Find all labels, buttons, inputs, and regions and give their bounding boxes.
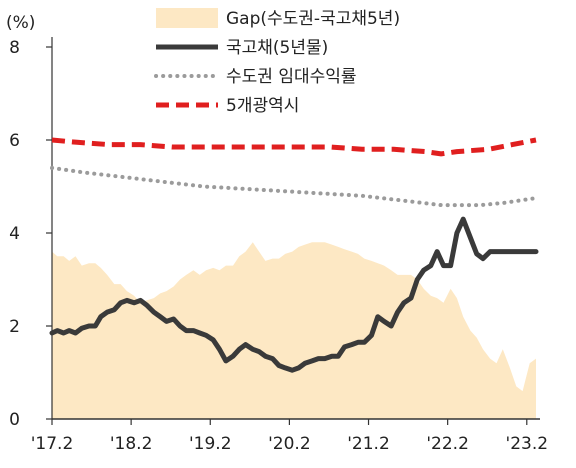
legend-swatch-area	[156, 8, 218, 28]
legend-label: 5개광역시	[226, 96, 299, 116]
series-lines	[49, 137, 539, 373]
legend-label: Gap(수도권-국고채5년)	[226, 9, 400, 29]
series-line-metro-cities	[51, 137, 537, 157]
gap-area-layer	[52, 242, 536, 419]
legend-item: 수도권 임대수익률	[154, 67, 357, 87]
y-unit-label: (%)	[6, 13, 35, 33]
x-tick-label: '18.2	[110, 434, 153, 454]
x-tick-label: '22.2	[426, 434, 469, 454]
y-tick-label: 6	[9, 131, 20, 151]
legend-label: 국고채(5년물)	[226, 38, 328, 58]
y-tick-label: 2	[9, 317, 20, 337]
series-line-bond-5y	[49, 216, 539, 373]
axes: 0 2 4 6 8 '17.2 '18.2 '19.2 '20.2 '21.2 '22.2 '23.2	[9, 37, 548, 454]
legend-label: 수도권 임대수익률	[226, 67, 357, 87]
y-tick-label: 8	[9, 38, 20, 58]
x-tick-label: '20.2	[268, 434, 311, 454]
x-tick-label: '21.2	[347, 434, 390, 454]
legend-item: Gap(수도권-국고채5년)	[156, 8, 400, 29]
y-tick-label: 0	[9, 410, 20, 430]
series-line-capital-yield	[50, 165, 538, 208]
y-tick-label: 4	[9, 224, 20, 244]
x-tick-label: '17.2	[31, 434, 74, 454]
legend: Gap(수도권-국고채5년) 국고채(5년물) 수도권 임대수익률 5개광역시	[154, 8, 400, 116]
legend-item: 5개광역시	[156, 96, 299, 116]
gap-area	[52, 242, 536, 419]
x-tick-label: '19.2	[189, 434, 232, 454]
x-tick-label: '23.2	[506, 434, 549, 454]
legend-item: 국고채(5년물)	[156, 38, 328, 58]
